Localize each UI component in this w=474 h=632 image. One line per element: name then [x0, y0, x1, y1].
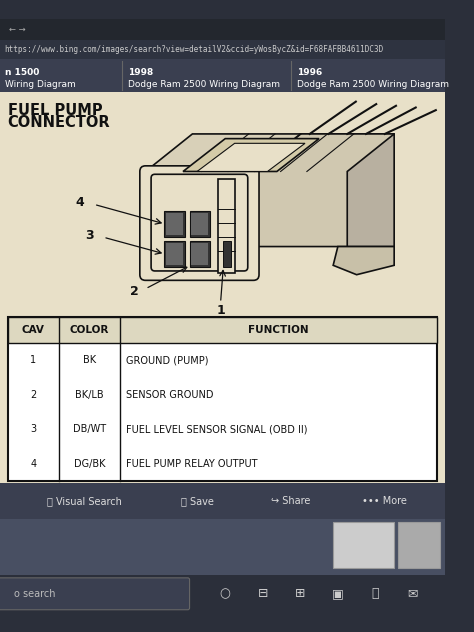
Text: FUNCTION: FUNCTION	[248, 325, 309, 335]
Text: https://www.bing.com/images/search?view=detailV2&ccid=yWosBycZ&id=F68FAFBB4611DC: https://www.bing.com/images/search?view=…	[5, 45, 384, 54]
Text: n 1500: n 1500	[5, 68, 39, 78]
Polygon shape	[183, 138, 319, 171]
Text: CAV: CAV	[22, 325, 45, 335]
Text: ⬜ Save: ⬜ Save	[181, 496, 213, 506]
Polygon shape	[254, 134, 394, 246]
Text: 1: 1	[216, 304, 225, 317]
Bar	[398, 521, 440, 568]
Text: ⊟: ⊟	[257, 587, 268, 600]
Bar	[166, 243, 183, 265]
Text: ← →: ← →	[9, 25, 26, 34]
Text: 🔒: 🔒	[372, 587, 379, 600]
Text: 3: 3	[30, 425, 36, 434]
Bar	[164, 241, 185, 267]
Text: DB/WT: DB/WT	[73, 425, 106, 434]
Polygon shape	[333, 246, 394, 275]
Text: DG/BK: DG/BK	[74, 459, 105, 469]
Text: 1996: 1996	[297, 68, 322, 78]
Bar	[190, 211, 210, 237]
Text: 3: 3	[85, 229, 94, 242]
Bar	[191, 243, 209, 265]
Text: ↪ Share: ↪ Share	[271, 496, 310, 506]
Bar	[333, 521, 394, 568]
Bar	[0, 483, 445, 519]
FancyBboxPatch shape	[151, 174, 248, 271]
Bar	[0, 575, 445, 612]
Polygon shape	[197, 143, 305, 171]
Bar	[0, 519, 445, 575]
Bar	[0, 40, 445, 59]
Bar	[0, 20, 445, 40]
Text: FUEL PUMP RELAY OUTPUT: FUEL PUMP RELAY OUTPUT	[126, 459, 257, 469]
Text: Wiring Diagram: Wiring Diagram	[5, 80, 75, 88]
Text: 2: 2	[130, 285, 139, 298]
Text: ••• More: ••• More	[362, 496, 407, 506]
Bar	[166, 213, 183, 235]
Bar	[190, 241, 210, 267]
Text: o search: o search	[14, 589, 55, 599]
Text: Dodge Ram 2500 Wiring Diagram: Dodge Ram 2500 Wiring Diagram	[297, 80, 448, 88]
Bar	[8, 317, 438, 343]
Bar	[223, 241, 231, 267]
Text: 4: 4	[30, 459, 36, 469]
FancyBboxPatch shape	[140, 166, 259, 281]
Text: BK/LB: BK/LB	[75, 390, 104, 400]
Text: CONNECTOR: CONNECTOR	[8, 115, 110, 130]
Bar	[164, 211, 185, 237]
Polygon shape	[146, 134, 394, 171]
Bar	[0, 92, 445, 490]
Text: Dodge Ram 2500 Wiring Diagram: Dodge Ram 2500 Wiring Diagram	[128, 80, 280, 88]
FancyBboxPatch shape	[0, 578, 190, 610]
Text: SENSOR GROUND: SENSOR GROUND	[126, 390, 213, 400]
Bar	[218, 179, 235, 273]
Text: ⊞: ⊞	[295, 587, 306, 600]
Bar	[191, 213, 209, 235]
Text: FUEL PUMP: FUEL PUMP	[8, 103, 102, 118]
Text: 1998: 1998	[128, 68, 153, 78]
Text: ⦿ Visual Search: ⦿ Visual Search	[47, 496, 122, 506]
Bar	[8, 317, 438, 481]
Text: 4: 4	[76, 196, 84, 209]
Text: ○: ○	[220, 587, 231, 600]
Text: ▣: ▣	[332, 587, 344, 600]
Bar	[0, 59, 445, 92]
Text: BK: BK	[83, 355, 96, 365]
Text: FUEL LEVEL SENSOR SIGNAL (OBD II): FUEL LEVEL SENSOR SIGNAL (OBD II)	[126, 425, 307, 434]
Text: COLOR: COLOR	[70, 325, 109, 335]
Text: 2: 2	[30, 390, 36, 400]
Polygon shape	[347, 134, 394, 246]
Text: ✉: ✉	[408, 587, 418, 600]
Text: 1: 1	[30, 355, 36, 365]
Text: GROUND (PUMP): GROUND (PUMP)	[126, 355, 208, 365]
